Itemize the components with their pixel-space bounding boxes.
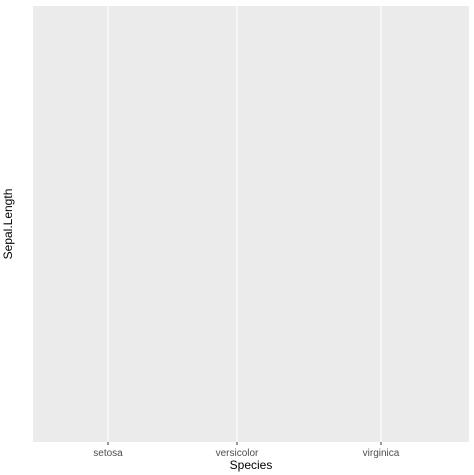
y-axis-title: Sepal.Length — [1, 189, 15, 260]
x-tick-label: setosa — [93, 448, 123, 459]
grid-lines — [107, 6, 382, 442]
axes: 5678setosaversicolorvirginica — [93, 442, 400, 459]
x-axis-title: Species — [230, 458, 273, 472]
plot-panel — [33, 6, 469, 442]
x-tick-label: versicolor — [216, 448, 259, 459]
x-tick-label: virginica — [363, 448, 400, 459]
